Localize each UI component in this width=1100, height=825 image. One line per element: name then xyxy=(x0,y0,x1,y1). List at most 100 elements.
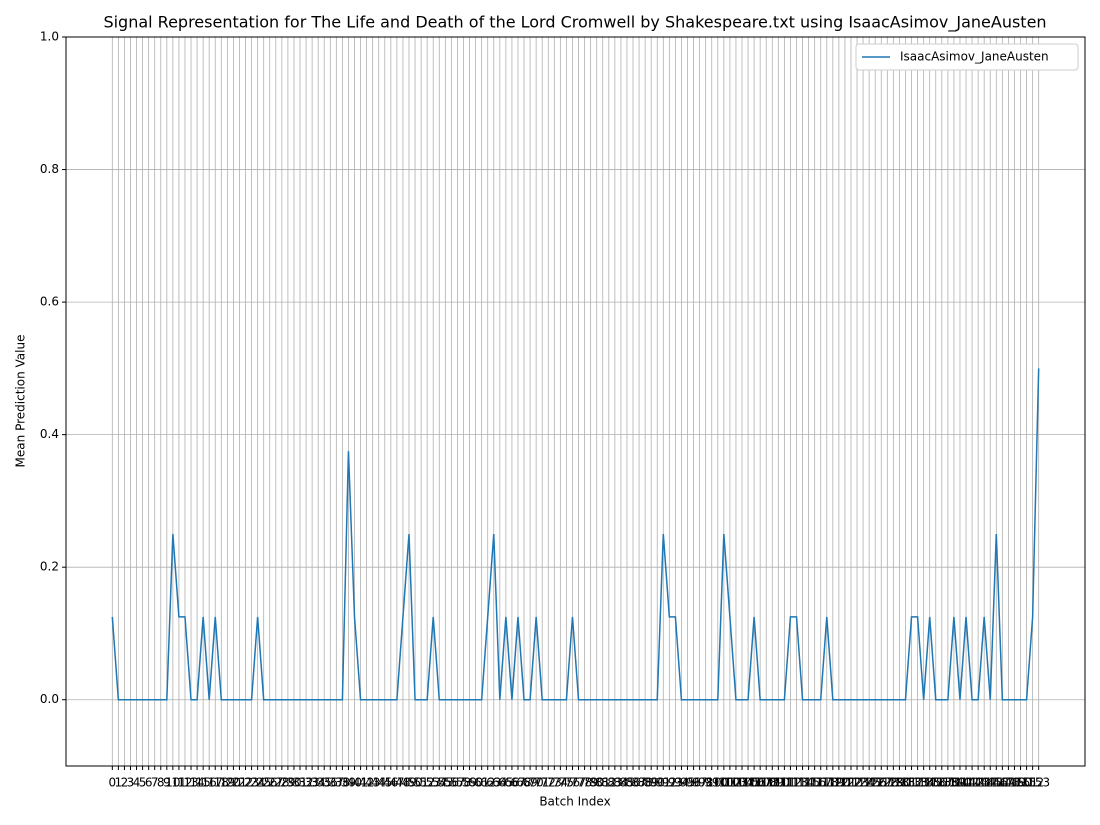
x-tick-label: 114 xyxy=(791,776,814,790)
x-tick-label: 39 xyxy=(341,776,356,790)
x-tick-label: 93 xyxy=(668,776,683,790)
x-tick-label: 8 xyxy=(157,776,165,790)
x-tick-label: 36 xyxy=(323,776,338,790)
x-tick-label: 106 xyxy=(743,776,766,790)
plot-frame xyxy=(65,36,1086,767)
x-tick-label: 120 xyxy=(827,776,850,790)
x-tick-label: 130 xyxy=(888,776,911,790)
x-tick-label: 29 xyxy=(280,776,295,790)
x-tick-label: 147 xyxy=(991,776,1014,790)
x-tick-label: 98 xyxy=(698,776,713,790)
legend-label: IsaacAsimov_JaneAusten xyxy=(900,50,1049,64)
x-tick-label: 27 xyxy=(268,776,283,790)
x-tick-label: 17 xyxy=(208,776,223,790)
x-tick-label: 111 xyxy=(773,776,796,790)
y-tick-label: 1.0 xyxy=(40,30,59,44)
x-tick-label: 77 xyxy=(571,776,586,790)
x-tick-label: 16 xyxy=(202,776,217,790)
x-tick-label: 115 xyxy=(797,776,820,790)
x-tick-label: 61 xyxy=(474,776,489,790)
x-tick-label: 126 xyxy=(864,776,887,790)
x-tick-label: 81 xyxy=(595,776,610,790)
x-tick-label: 26 xyxy=(262,776,277,790)
x-tick-label: 146 xyxy=(985,776,1008,790)
x-tick-label: 144 xyxy=(973,776,996,790)
x-tick-label: 69 xyxy=(522,776,537,790)
x-tick-label: 52 xyxy=(420,776,435,790)
x-tick-label: 14 xyxy=(189,776,204,790)
x-tick-label: 19 xyxy=(220,776,235,790)
x-tick-label: 135 xyxy=(918,776,941,790)
x-tick-label: 143 xyxy=(967,776,990,790)
x-tick-label: 110 xyxy=(767,776,790,790)
x-tick-label: 21 xyxy=(232,776,247,790)
x-tick-label: 60 xyxy=(468,776,483,790)
x-tick-label: 5 xyxy=(139,776,147,790)
x-tick-label: 78 xyxy=(577,776,592,790)
x-tick-label: 125 xyxy=(858,776,881,790)
x-tick-label: 70 xyxy=(529,776,544,790)
x-tick-label: 48 xyxy=(395,776,410,790)
x-tick-label: 83 xyxy=(607,776,622,790)
x-tick-label: 103 xyxy=(724,776,747,790)
data-line xyxy=(111,368,1040,701)
x-tick-label: 141 xyxy=(955,776,978,790)
x-tick-label: 37 xyxy=(329,776,344,790)
x-tick-label: 18 xyxy=(214,776,229,790)
y-tick-label: 0.6 xyxy=(40,295,59,309)
x-tick-label: 22 xyxy=(238,776,253,790)
x-tick-label: 53 xyxy=(426,776,441,790)
x-tick-label: 148 xyxy=(997,776,1020,790)
x-tick-label: 149 xyxy=(1003,776,1026,790)
x-tick-label: 56 xyxy=(444,776,459,790)
x-tick-label: 34 xyxy=(311,776,326,790)
x-tick-label: 133 xyxy=(906,776,929,790)
x-tick-label: 95 xyxy=(680,776,695,790)
x-tick-label: 84 xyxy=(613,776,628,790)
x-tick-label: 85 xyxy=(619,776,634,790)
x-tick-label: 7 xyxy=(151,776,159,790)
x-tick-label: 94 xyxy=(674,776,689,790)
x-tick-label: 46 xyxy=(383,776,398,790)
x-tick-label: 117 xyxy=(809,776,832,790)
x-tick-label: 138 xyxy=(936,776,959,790)
x-tick-label: 79 xyxy=(583,776,598,790)
x-tick-label: 33 xyxy=(304,776,319,790)
x-tick-label: 1 xyxy=(115,776,123,790)
x-tick-label: 30 xyxy=(286,776,301,790)
x-tick-label: 47 xyxy=(389,776,404,790)
x-tick-label: 55 xyxy=(438,776,453,790)
x-tick-label: 116 xyxy=(803,776,826,790)
x-tick-label: 63 xyxy=(486,776,501,790)
x-tick-label: 15 xyxy=(195,776,210,790)
x-tick-label: 31 xyxy=(292,776,307,790)
x-tick-label: 57 xyxy=(450,776,465,790)
y-tick-label: 0.8 xyxy=(40,162,59,176)
y-axis-label: Mean Prediction Value xyxy=(14,335,28,468)
x-tick-label: 23 xyxy=(244,776,259,790)
x-tick-label: 145 xyxy=(979,776,1002,790)
x-tick-label: 112 xyxy=(779,776,802,790)
x-tick-label: 97 xyxy=(692,776,707,790)
x-tick-label: 122 xyxy=(840,776,863,790)
x-tick-label: 121 xyxy=(833,776,856,790)
x-tick-label: 28 xyxy=(274,776,289,790)
x-tick-label: 74 xyxy=(553,776,568,790)
x-tick-label: 118 xyxy=(815,776,838,790)
x-tick-label: 113 xyxy=(785,776,808,790)
legend-box xyxy=(855,43,1079,71)
x-tick-label: 71 xyxy=(535,776,550,790)
x-tick-label: 101 xyxy=(712,776,735,790)
x-tick-label: 90 xyxy=(650,776,665,790)
x-tick-label: 100 xyxy=(706,776,729,790)
chart-title: Signal Representation for The Life and D… xyxy=(103,13,1046,33)
x-tick-label: 87 xyxy=(631,776,646,790)
x-tick-label: 134 xyxy=(912,776,935,790)
x-tick-label: 10 xyxy=(165,776,180,790)
x-tick-label: 139 xyxy=(942,776,965,790)
x-tick-label: 6 xyxy=(145,776,153,790)
x-tick-label: 43 xyxy=(365,776,380,790)
x-tick-label: 13 xyxy=(183,776,198,790)
